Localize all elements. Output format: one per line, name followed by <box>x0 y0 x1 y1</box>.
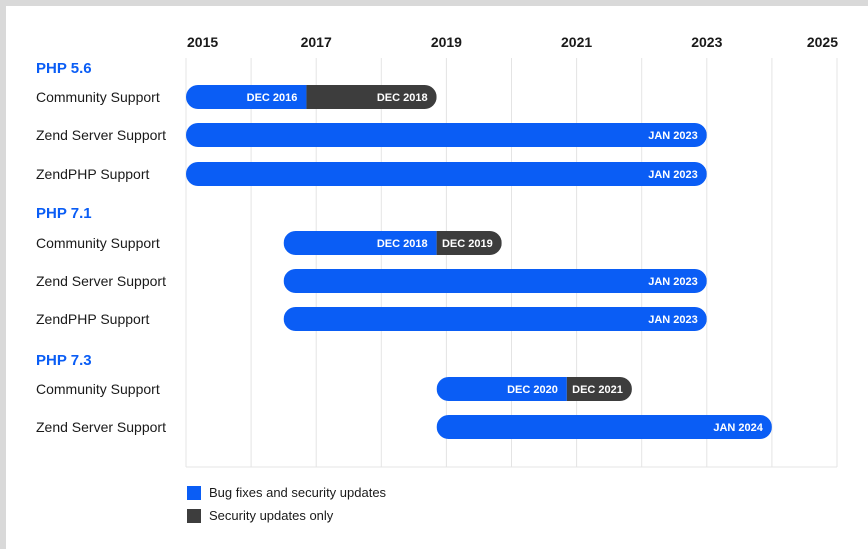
bar-end-label: JAN 2023 <box>648 276 698 288</box>
bar-end-label: DEC 2020 <box>507 384 558 396</box>
bar-segment-bug <box>283 269 707 293</box>
bar-end-label: DEC 2016 <box>247 92 298 104</box>
bar-end-label: JAN 2024 <box>713 422 763 434</box>
group-title: PHP 7.3 <box>36 352 92 369</box>
row-label: Community Support <box>36 381 160 397</box>
group-title: PHP 7.1 <box>36 205 92 222</box>
x-tick-label: 2017 <box>301 34 332 50</box>
bar-segment-bug <box>186 123 707 147</box>
bar-end-label: DEC 2019 <box>442 238 493 250</box>
bar-segment-bug <box>436 377 567 401</box>
bar-segment-bug <box>283 231 437 255</box>
bar-segment-bug <box>186 162 707 186</box>
legend-swatch-bug <box>187 485 201 500</box>
bar-segment-bug <box>436 415 772 439</box>
row-label: Community Support <box>36 235 160 251</box>
bar-end-label: DEC 2021 <box>572 384 623 396</box>
bar-end-label: JAN 2023 <box>648 130 698 142</box>
bar-end-label: JAN 2023 <box>648 169 698 181</box>
legend-item-security: Security updates only <box>187 508 333 523</box>
bar-segment-bug <box>283 307 707 331</box>
legend-item-bug: Bug fixes and security updates <box>187 485 386 500</box>
bar-end-label: DEC 2018 <box>377 92 428 104</box>
bar-end-label: DEC 2018 <box>377 238 428 250</box>
row-label: ZendPHP Support <box>36 166 149 182</box>
bar-segment-bug <box>186 85 307 109</box>
legend-label-security: Security updates only <box>209 508 334 523</box>
legend-swatch-security <box>187 508 201 523</box>
group-title: PHP 5.6 <box>36 60 92 77</box>
x-tick-label: 2023 <box>691 34 722 50</box>
x-tick-label: 2021 <box>561 34 592 50</box>
row-label: Zend Server Support <box>36 273 166 289</box>
row-label: Zend Server Support <box>36 127 166 143</box>
bar-segment-security <box>306 85 437 109</box>
row-label: ZendPHP Support <box>36 311 149 327</box>
row-label: Zend Server Support <box>36 419 166 435</box>
legend-label-bug: Bug fixes and security updates <box>209 485 387 500</box>
x-tick-label: 2019 <box>431 34 462 50</box>
bar-segment-security <box>436 231 502 255</box>
row-label: Community Support <box>36 89 160 105</box>
bar-segment-security <box>566 377 632 401</box>
bar-end-label: JAN 2023 <box>648 314 698 326</box>
x-tick-label: 2025 <box>807 34 838 50</box>
x-tick-label: 2015 <box>187 34 218 50</box>
